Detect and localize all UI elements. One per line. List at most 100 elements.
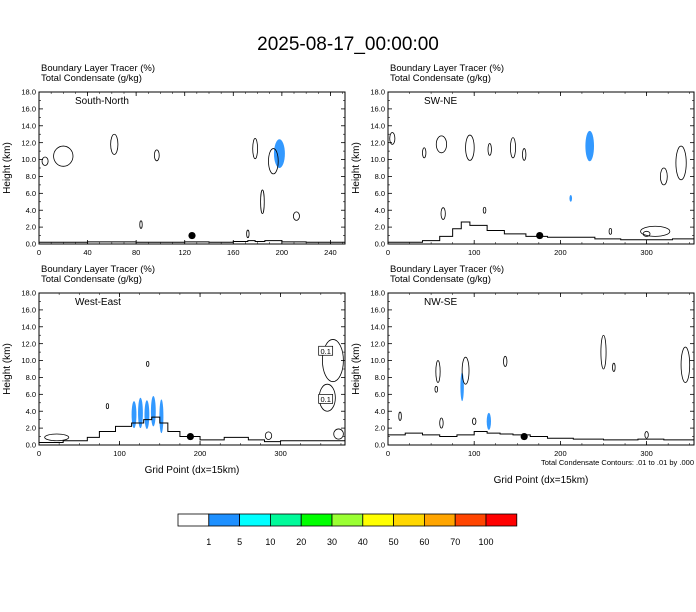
colorbar-label: 60 [419,537,429,547]
y-tick-label: 16.0 [370,104,385,113]
plot-frame [387,292,695,446]
y-tick-label: 8.0 [375,373,385,382]
x-tick-label: 200 [276,248,289,257]
colorbar-swatch [239,513,271,527]
condensate-contour [333,428,344,440]
y-tick-label: 0.0 [26,441,36,450]
colorbar-label: 40 [358,537,368,547]
y-tick-label: 14.0 [370,322,385,331]
x-axis-label: Grid Point (dx=15km) [494,475,589,486]
condensate-contour [461,356,470,385]
y-tick-label: 8.0 [375,172,385,181]
colorbar-label: 5 [237,537,242,547]
y-tick-label: 10.0 [370,155,385,164]
panel-west-east: Boundary Layer Tracer (%)Total Condensat… [2,264,346,476]
tracer-blob [585,130,595,162]
condensate-contour [268,148,279,175]
condensate-contour [53,145,74,167]
panel-header-line: Total Condensate (g/kg) [390,274,491,285]
contour-label-box [318,345,334,356]
colorbar-swatch [362,513,394,527]
plot-frame [38,91,346,245]
condensate-contour [44,433,70,442]
y-tick-label: 18.0 [21,88,36,97]
y-tick-label: 2.0 [26,223,36,232]
plot-frame [387,91,695,245]
y-tick-label: 12.0 [21,339,36,348]
colorbar-label: 20 [296,537,306,547]
condensate-contour [680,346,691,383]
y-tick-label: 4.0 [375,206,385,215]
colorbar-swatch [393,513,425,527]
y-tick-label: 6.0 [26,189,36,198]
y-tick-label: 10.0 [370,356,385,365]
contour-label-box [318,394,334,404]
condensate-contour [439,417,444,429]
x-tick-label: 100 [468,248,481,257]
panel-label: West-East [75,297,121,308]
panel-nw-se: Boundary Layer Tracer (%)Total Condensat… [351,264,695,486]
colorbar-swatch [269,513,302,527]
y-tick-label: 12.0 [21,138,36,147]
y-tick-label: 12.0 [370,138,385,147]
colorbar-swatch [454,513,487,527]
plot-content [388,130,694,243]
plot-content [39,133,345,243]
x-tick-label: 300 [640,248,653,257]
condensate-contour [465,134,475,161]
plot-frame [38,292,346,446]
condensate-contour [435,135,448,154]
terrain-line [39,416,345,443]
plot-content [388,334,694,441]
x-tick-label: 40 [83,248,91,257]
x-tick-label: 0 [37,449,41,458]
y-axis-label: Height (km) [2,142,13,194]
condensate-contour [435,360,441,383]
y-tick-label: 0.0 [375,441,385,450]
panel-header-line: Boundary Layer Tracer (%) [390,264,504,275]
panel-header-line: Total Condensate (g/kg) [41,274,142,285]
y-tick-label: 14.0 [370,121,385,130]
panel-south-north: Boundary Layer Tracer (%)Total Condensat… [2,63,346,257]
tracer-blob [138,397,143,429]
x-tick-label: 120 [178,248,191,257]
condensate-contour [260,189,265,214]
y-tick-label: 18.0 [21,289,36,298]
condensate-contour [434,385,438,393]
colorbar-swatch [331,513,364,527]
y-tick-label: 4.0 [26,407,36,416]
tracer-blob [144,400,150,429]
panel-label: SW-NE [424,96,457,107]
x-tick-label: 200 [194,449,207,458]
tracer-blob [273,139,285,168]
colorbar-swatch [177,513,210,527]
tracer-blob [131,401,137,429]
y-tick-label: 16.0 [21,305,36,314]
colorbar-label: 70 [450,537,460,547]
condensate-contour [146,360,150,367]
y-tick-label: 18.0 [370,88,385,97]
x-tick-label: 200 [554,449,567,458]
condensate-contour [659,167,668,186]
colorbar-swatch [423,513,456,527]
condensate-contour [322,339,344,383]
colorbar-label: 30 [327,537,337,547]
condensate-contour [292,211,300,221]
condensate-contour [472,417,477,426]
y-axis-label: Height (km) [2,343,13,395]
condensate-contour [642,230,651,237]
panel-header-line: Boundary Layer Tracer (%) [41,264,155,275]
location-marker [520,432,528,441]
condensate-contour [600,334,607,370]
condensate-contour [509,137,516,159]
panel-header-line: Total Condensate (g/kg) [390,73,491,84]
x-tick-label: 300 [640,449,653,458]
y-tick-label: 6.0 [375,390,385,399]
terrain-line [388,221,694,243]
x-tick-label: 160 [227,248,240,257]
condensate-contour [252,138,258,160]
tracer-blob [569,195,573,202]
x-tick-label: 80 [132,248,140,257]
condensate-contour [675,145,687,181]
